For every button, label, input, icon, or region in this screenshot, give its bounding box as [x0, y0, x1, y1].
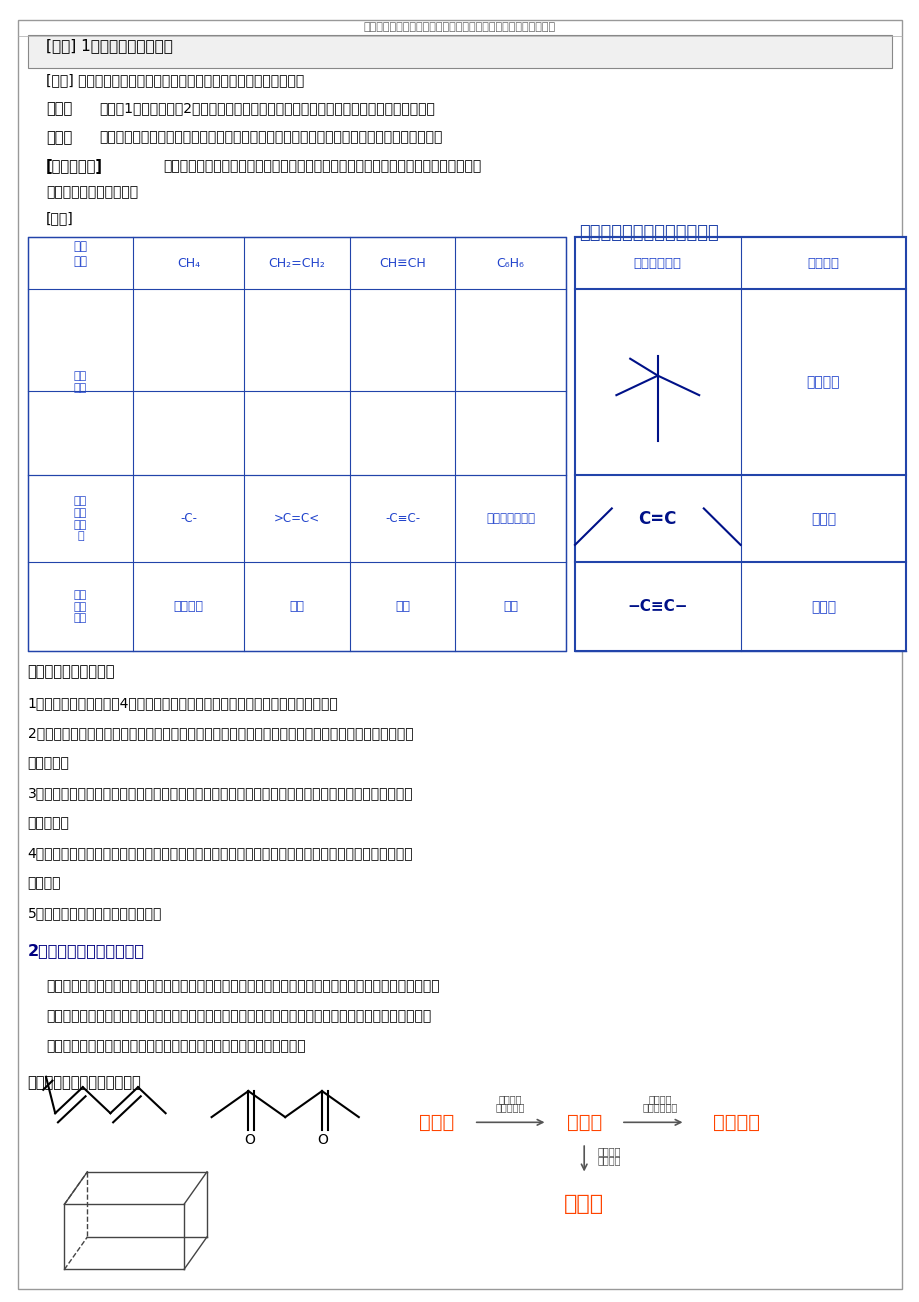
Text: 碳原子的成键方式与空间构型: 碳原子的成键方式与空间构型: [579, 224, 719, 242]
Text: 直线: 直线: [394, 600, 410, 613]
Text: 分子
形状
特点: 分子 形状 特点: [74, 590, 87, 624]
Text: −C≡C−: −C≡C−: [627, 599, 687, 615]
Text: -C-: -C-: [180, 513, 197, 525]
Text: 将下列键线式改为结构简式：: 将下列键线式改为结构简式：: [28, 1075, 142, 1091]
Text: 碳原
子成
键方
式: 碳原 子成 键方 式: [74, 496, 87, 542]
Text: O: O: [244, 1133, 255, 1147]
Text: 介于单双键之间: 介于单双键之间: [485, 513, 535, 525]
Text: [投影] 键长：原子核间的距离称为键长，越小键能越大，键越稳定。: [投影] 键长：原子核间的距离称为键长，越小键能越大，键越稳定。: [46, 73, 304, 87]
Text: 电子式: 电子式: [419, 1113, 454, 1131]
Text: 键角：: 键角：: [46, 102, 73, 117]
Text: O: O: [317, 1133, 328, 1147]
Text: 空间构型: 空间构型: [807, 256, 838, 270]
Text: 2、当碳原子之间或碳原子与其他原子之间形成双键时，形成双键的原子以及与之直接相连的原子处于同: 2、当碳原子之间或碳原子与其他原子之间形成双键时，形成双键的原子以及与之直接相连…: [28, 727, 413, 741]
Text: -C≡C-: -C≡C-: [384, 513, 420, 525]
Text: CH₄: CH₄: [176, 256, 200, 270]
Text: 4、烃分子中，仅以单键方式成键的碳原子称为饱和碳原子；以双键或叁键方式成键的碳原子称为不饱和: 4、烃分子中，仅以单键方式成键的碳原子称为饱和碳原子；以双键或叁键方式成键的碳原…: [28, 846, 413, 861]
Text: 分子成键方式: 分子成键方式: [633, 256, 681, 270]
Text: 构型、键角有什么关系？: 构型、键角有什么关系？: [46, 185, 138, 199]
Text: C=C: C=C: [638, 510, 676, 527]
Text: 分子中1个原子与另外2个原子形成的两个共价键在空间的夹角，决定了分子的空间构型。: 分子中1个原子与另外2个原子形成的两个共价键在空间的夹角，决定了分子的空间构型。: [99, 102, 435, 116]
Text: 四面体型: 四面体型: [806, 375, 839, 389]
Text: 碳原子成键规律小结：: 碳原子成键规律小结：: [28, 664, 115, 680]
Text: 共用电子对: 共用电子对: [495, 1101, 525, 1112]
Text: 最新学习考试资料试卷件及海量高中、初中教学课尽在金锄头文库: 最新学习考试资料试卷件及海量高中、初中教学课尽在金锄头文库: [364, 22, 555, 33]
Text: 正四面体: 正四面体: [174, 600, 203, 613]
Bar: [574, 237, 905, 651]
Text: 双键叁键保留: 双键叁键保留: [642, 1101, 677, 1112]
Text: 结构
模型: 结构 模型: [74, 371, 87, 393]
Text: 一直线上。: 一直线上。: [28, 816, 70, 831]
Text: CH≡CH: CH≡CH: [379, 256, 425, 270]
Text: 平面型: 平面型: [810, 512, 835, 526]
Text: 结构简式: 结构简式: [711, 1113, 759, 1131]
Text: 有机
分子: 有机 分子: [74, 240, 87, 268]
Text: 略去碳氢: 略去碳氢: [597, 1146, 621, 1156]
Text: [投影]: [投影]: [46, 211, 74, 225]
Text: 键能：: 键能：: [46, 130, 73, 146]
Text: CH₂=CH₂: CH₂=CH₂: [268, 256, 324, 270]
Text: 5、只有单键可以在空间任意旋转。: 5、只有单键可以在空间任意旋转。: [28, 906, 162, 921]
Text: 结构式: 结构式: [566, 1113, 601, 1131]
Text: 直线型: 直线型: [810, 600, 835, 613]
Bar: [28, 35, 891, 68]
Text: 键线式: 键线式: [563, 1194, 604, 1215]
Text: 碳原子。: 碳原子。: [28, 876, 61, 891]
Text: 【讲】结构式：有机物分子中原子间的一对共用电子（一个共价键）用一根短线表示，将有机物分子中的原: 【讲】结构式：有机物分子中原子间的一对共用电子（一个共价键）用一根短线表示，将有…: [46, 979, 439, 993]
Text: 中键的连接情况，每个拐点或终点均表示有一个碳原子，称为键线式。: 中键的连接情况，每个拐点或终点均表示有一个碳原子，称为键线式。: [46, 1039, 305, 1053]
Text: >C=C<: >C=C<: [273, 513, 320, 525]
Text: 短线替换: 短线替换: [498, 1094, 522, 1104]
Bar: [28, 237, 565, 651]
Text: 一平面上。: 一平面上。: [28, 756, 70, 771]
Text: 3、当碳原子之间或碳原子与其他原子之间形成叁键时，形成叁键的原子以及与之直接相连的原子处于同: 3、当碳原子之间或碳原子与其他原子之间形成叁键时，形成叁键的原子以及与之直接相连…: [28, 786, 413, 801]
Text: [观察与思考]: [观察与思考]: [46, 159, 103, 174]
Text: [板书] 1、键长、键角、键能: [板书] 1、键长、键角、键能: [46, 38, 173, 53]
Text: 省略短线: 省略短线: [648, 1094, 672, 1104]
Text: 以共价键结合的双原子分子，裂解成原子时所吸收的能量称为键能，键能越大，化学键越稳定: 以共价键结合的双原子分子，裂解成原子时所吸收的能量称为键能，键能越大，化学键越稳…: [99, 130, 442, 145]
Text: 元素符号: 元素符号: [597, 1155, 621, 1165]
Text: 平面: 平面: [289, 600, 304, 613]
Text: 1、当一个碳原子与其他4个原子连接时，这个碳原子将采取四面体取向与之成键。: 1、当一个碳原子与其他4个原子连接时，这个碳原子将采取四面体取向与之成键。: [28, 697, 338, 711]
Text: 观察甲烷、乙烯、乙炔、苯等有机物的球棍模型，思考碳原子的成键方式与分子的空间: 观察甲烷、乙烯、乙炔、苯等有机物的球棍模型，思考碳原子的成键方式与分子的空间: [164, 159, 482, 173]
Text: 子连接起来，若省略碳碳单键或碳氢单键等短线，成为结构简式。若将碳、氢元素符号省略，只表示分子: 子连接起来，若省略碳碳单键或碳氢单键等短线，成为结构简式。若将碳、氢元素符号省略…: [46, 1009, 431, 1023]
Text: C₆H₆: C₆H₆: [496, 256, 524, 270]
Text: 平面: 平面: [503, 600, 517, 613]
Text: 2、有机物结构的表示方法: 2、有机物结构的表示方法: [28, 943, 144, 958]
